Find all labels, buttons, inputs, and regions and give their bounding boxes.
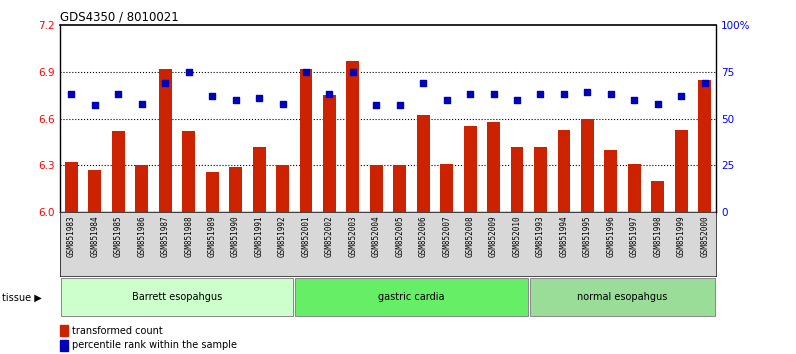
Bar <box>581 119 594 212</box>
Point <box>276 101 289 107</box>
Text: GSM851985: GSM851985 <box>114 216 123 257</box>
Text: GSM852005: GSM852005 <box>396 216 404 257</box>
Text: GSM852000: GSM852000 <box>700 216 709 257</box>
Bar <box>229 167 242 212</box>
Point <box>299 69 312 74</box>
Text: GSM851983: GSM851983 <box>67 216 76 257</box>
Bar <box>698 80 711 212</box>
Point <box>135 101 148 107</box>
Point <box>534 91 547 97</box>
Text: GSM851984: GSM851984 <box>91 216 100 257</box>
Bar <box>346 61 359 212</box>
Text: GSM851987: GSM851987 <box>161 216 170 257</box>
Text: GSM851992: GSM851992 <box>278 216 287 257</box>
Point <box>393 103 406 108</box>
Text: GSM852003: GSM852003 <box>349 216 357 257</box>
Point <box>581 90 594 95</box>
Bar <box>651 181 664 212</box>
Text: GSM852010: GSM852010 <box>513 216 521 257</box>
Bar <box>604 150 618 212</box>
Point <box>557 91 570 97</box>
Point <box>370 103 383 108</box>
Bar <box>323 95 336 212</box>
Point <box>346 69 359 74</box>
Text: GSM851994: GSM851994 <box>560 216 568 257</box>
Bar <box>60 278 293 316</box>
Point <box>88 103 101 108</box>
Bar <box>370 166 383 212</box>
Bar <box>112 131 125 212</box>
Text: GSM852002: GSM852002 <box>325 216 334 257</box>
Point <box>229 97 242 103</box>
Point <box>511 97 524 103</box>
Point <box>698 80 711 86</box>
Text: GSM851997: GSM851997 <box>630 216 639 257</box>
Point <box>252 95 265 101</box>
Text: GSM852004: GSM852004 <box>372 216 380 257</box>
Bar <box>464 126 477 212</box>
Text: tissue ▶: tissue ▶ <box>2 292 41 302</box>
Bar <box>65 162 78 212</box>
Bar <box>60 325 68 336</box>
Point <box>487 91 500 97</box>
Point <box>206 93 219 99</box>
Text: gastric cardia: gastric cardia <box>378 291 445 302</box>
Text: transformed count: transformed count <box>72 326 162 336</box>
Text: GSM852007: GSM852007 <box>443 216 451 257</box>
Point <box>159 80 172 86</box>
Text: GSM851995: GSM851995 <box>583 216 592 257</box>
Bar <box>158 69 172 212</box>
Text: GSM851996: GSM851996 <box>607 216 615 257</box>
Bar <box>487 122 500 212</box>
Bar <box>295 278 528 316</box>
Text: GSM851990: GSM851990 <box>231 216 240 257</box>
Bar <box>675 130 688 212</box>
Bar <box>393 166 406 212</box>
Point <box>651 101 664 107</box>
Point <box>440 97 453 103</box>
Bar <box>510 147 524 212</box>
Point <box>65 91 78 97</box>
Text: GSM852006: GSM852006 <box>419 216 427 257</box>
Text: normal esopahgus: normal esopahgus <box>577 291 668 302</box>
Point <box>464 91 477 97</box>
Bar <box>299 69 312 212</box>
Text: GSM852008: GSM852008 <box>466 216 474 257</box>
Text: GDS4350 / 8010021: GDS4350 / 8010021 <box>60 11 178 24</box>
Text: GSM851998: GSM851998 <box>654 216 662 257</box>
Bar <box>530 278 716 316</box>
Text: Barrett esopahgus: Barrett esopahgus <box>132 291 222 302</box>
Bar <box>135 166 148 212</box>
Point <box>112 91 125 97</box>
Bar <box>88 170 101 212</box>
Point <box>675 93 688 99</box>
Bar <box>557 130 571 212</box>
Text: GSM851993: GSM851993 <box>536 216 545 257</box>
Bar <box>182 131 195 212</box>
Text: GSM851988: GSM851988 <box>184 216 193 257</box>
Point <box>417 80 430 86</box>
Text: GSM851999: GSM851999 <box>677 216 685 257</box>
Point <box>628 97 641 103</box>
Text: GSM851991: GSM851991 <box>255 216 263 257</box>
Bar <box>252 147 266 212</box>
Bar <box>628 164 641 212</box>
Text: GSM852001: GSM852001 <box>302 216 310 257</box>
Text: GSM852009: GSM852009 <box>489 216 498 257</box>
Bar <box>417 115 430 212</box>
Bar <box>205 172 219 212</box>
Text: GSM851989: GSM851989 <box>208 216 217 257</box>
Text: GSM851986: GSM851986 <box>137 216 146 257</box>
Bar <box>60 340 68 351</box>
Bar <box>276 166 289 212</box>
Text: percentile rank within the sample: percentile rank within the sample <box>72 341 236 350</box>
Bar <box>534 147 547 212</box>
Bar <box>440 164 453 212</box>
Point <box>604 91 617 97</box>
Point <box>323 91 336 97</box>
Point <box>182 69 195 74</box>
